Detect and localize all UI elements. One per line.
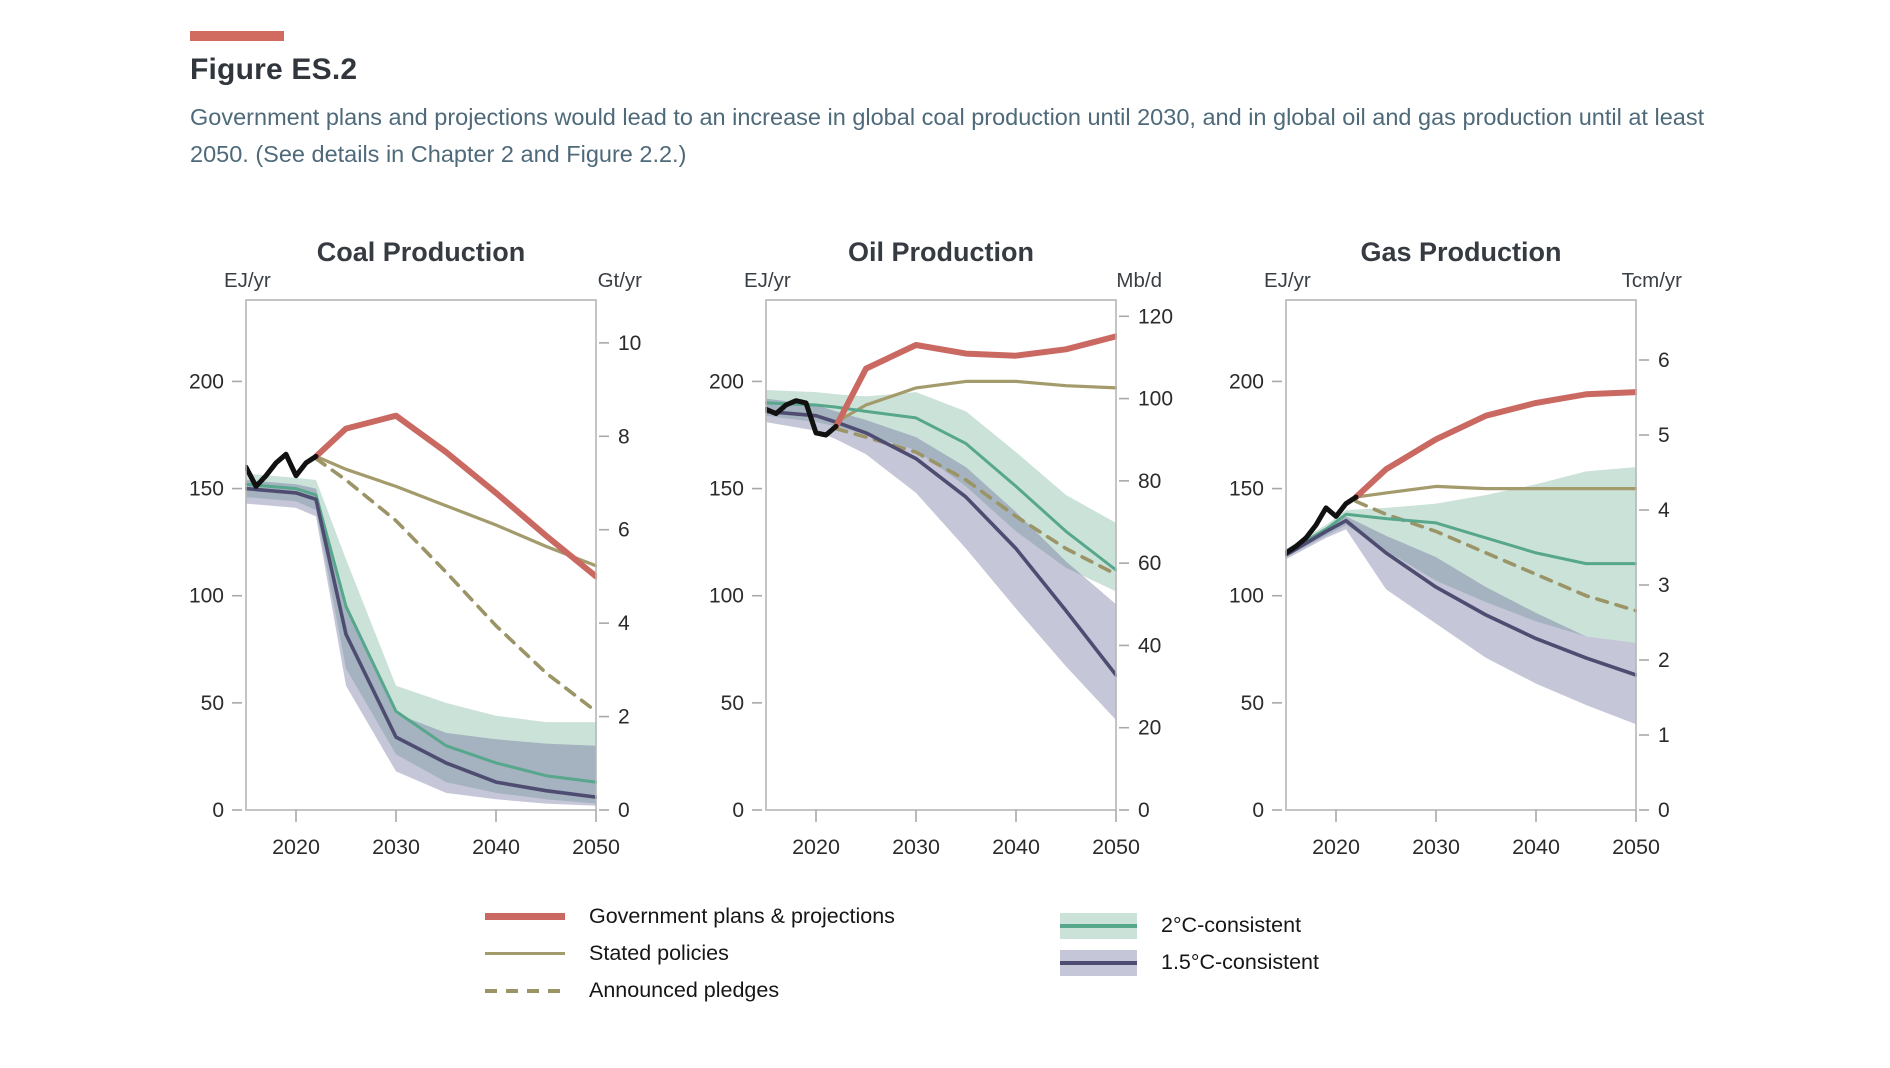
svg-text:2050: 2050	[1612, 835, 1660, 859]
svg-text:8: 8	[618, 425, 630, 448]
legend-label: Stated policies	[589, 941, 729, 965]
svg-text:2040: 2040	[992, 835, 1040, 859]
legend-item-announced-pledges: Announced pledges	[485, 972, 895, 1009]
legend-item-government-plans: Government plans & projections	[485, 898, 895, 935]
svg-text:50: 50	[201, 692, 224, 715]
figure-label: Figure ES.2	[190, 53, 358, 86]
svg-text:100: 100	[1138, 388, 1173, 411]
svg-text:2030: 2030	[1412, 835, 1460, 859]
figure-description: Government plans and projections would l…	[190, 104, 1705, 167]
gas-production-chart: Gas Production EJ/yr Tcm/yr 0 50 100 150 200 0 1 2…	[1229, 237, 1683, 859]
government-plans-line-swatch	[485, 913, 565, 920]
svg-text:0: 0	[1138, 799, 1150, 822]
svg-text:10: 10	[618, 332, 641, 355]
accent-bar	[190, 31, 284, 41]
svg-text:2050: 2050	[572, 835, 620, 859]
svg-text:EJ/yr: EJ/yr	[744, 269, 791, 292]
svg-text:120: 120	[1138, 305, 1173, 328]
svg-text:0: 0	[212, 799, 224, 822]
svg-text:150: 150	[189, 478, 224, 501]
svg-text:80: 80	[1138, 470, 1161, 493]
svg-text:EJ/yr: EJ/yr	[1264, 269, 1311, 292]
legend-pathway-column: 2°C-consistent 1.5°C-consistent	[1060, 907, 1319, 981]
svg-text:20: 20	[1138, 717, 1161, 740]
legend-label: 2°C-consistent	[1161, 913, 1302, 937]
svg-text:0: 0	[1658, 799, 1670, 822]
svg-text:100: 100	[189, 585, 224, 608]
svg-text:2020: 2020	[272, 835, 320, 859]
coal-production-chart: Coal Production EJ/yr Gt/yr 0 50 100 150 200 0 2 4…	[189, 237, 643, 859]
svg-text:Coal Production: Coal Production	[317, 237, 526, 267]
svg-text:2: 2	[1658, 649, 1670, 672]
svg-text:5: 5	[1658, 424, 1670, 447]
svg-text:0: 0	[1252, 799, 1264, 822]
legend-item-2c-consistent: 2°C-consistent	[1060, 907, 1319, 944]
stated-policies-line-swatch	[485, 951, 565, 956]
svg-text:2020: 2020	[1312, 835, 1360, 859]
2c-band-swatch	[1060, 912, 1137, 939]
svg-text:4: 4	[1658, 499, 1670, 522]
legend-item-stated-policies: Stated policies	[485, 935, 895, 972]
svg-text:6: 6	[1658, 349, 1670, 372]
15c-band-swatch	[1060, 949, 1137, 976]
2c-line-swatch	[1060, 923, 1137, 928]
charts-row: Coal Production EJ/yr Gt/yr 0 50 100 150 200 0 2 4…	[180, 225, 1740, 875]
svg-text:2: 2	[618, 706, 630, 729]
svg-text:EJ/yr: EJ/yr	[224, 269, 271, 292]
svg-text:Oil Production: Oil Production	[848, 237, 1034, 267]
svg-text:Mb/d: Mb/d	[1116, 269, 1162, 292]
svg-text:0: 0	[732, 799, 744, 822]
svg-text:100: 100	[1229, 585, 1264, 608]
legend-scenario-column: Government plans & projections Stated po…	[485, 898, 895, 1009]
legend-label: 1.5°C-consistent	[1161, 950, 1319, 974]
legend-label: Announced pledges	[589, 978, 780, 1002]
svg-text:4: 4	[618, 612, 630, 635]
svg-text:150: 150	[709, 478, 744, 501]
svg-text:150: 150	[1229, 478, 1264, 501]
svg-text:2020: 2020	[792, 835, 840, 859]
svg-text:2040: 2040	[1512, 835, 1560, 859]
svg-text:200: 200	[709, 370, 744, 393]
15c-line-swatch	[1060, 960, 1137, 965]
svg-text:6: 6	[618, 519, 630, 542]
svg-text:60: 60	[1138, 552, 1161, 575]
svg-text:40: 40	[1138, 634, 1161, 657]
svg-text:Tcm/yr: Tcm/yr	[1622, 269, 1683, 292]
svg-text:2040: 2040	[472, 835, 520, 859]
svg-text:2030: 2030	[892, 835, 940, 859]
svg-text:50: 50	[721, 692, 744, 715]
legend-item-15c-consistent: 1.5°C-consistent	[1060, 944, 1319, 981]
svg-text:2050: 2050	[1092, 835, 1140, 859]
svg-text:100: 100	[709, 585, 744, 608]
announced-pledges-dashed-swatch	[485, 988, 565, 993]
svg-text:0: 0	[618, 799, 630, 822]
svg-text:200: 200	[189, 370, 224, 393]
svg-text:2030: 2030	[372, 835, 420, 859]
svg-text:Gas Production: Gas Production	[1360, 237, 1561, 267]
svg-text:Gt/yr: Gt/yr	[598, 269, 643, 292]
legend: Government plans & projections Stated po…	[0, 898, 1890, 1028]
svg-text:3: 3	[1658, 574, 1670, 597]
svg-text:50: 50	[1241, 692, 1264, 715]
legend-label: Government plans & projections	[589, 904, 895, 928]
svg-text:200: 200	[1229, 370, 1264, 393]
svg-text:1: 1	[1658, 724, 1670, 747]
